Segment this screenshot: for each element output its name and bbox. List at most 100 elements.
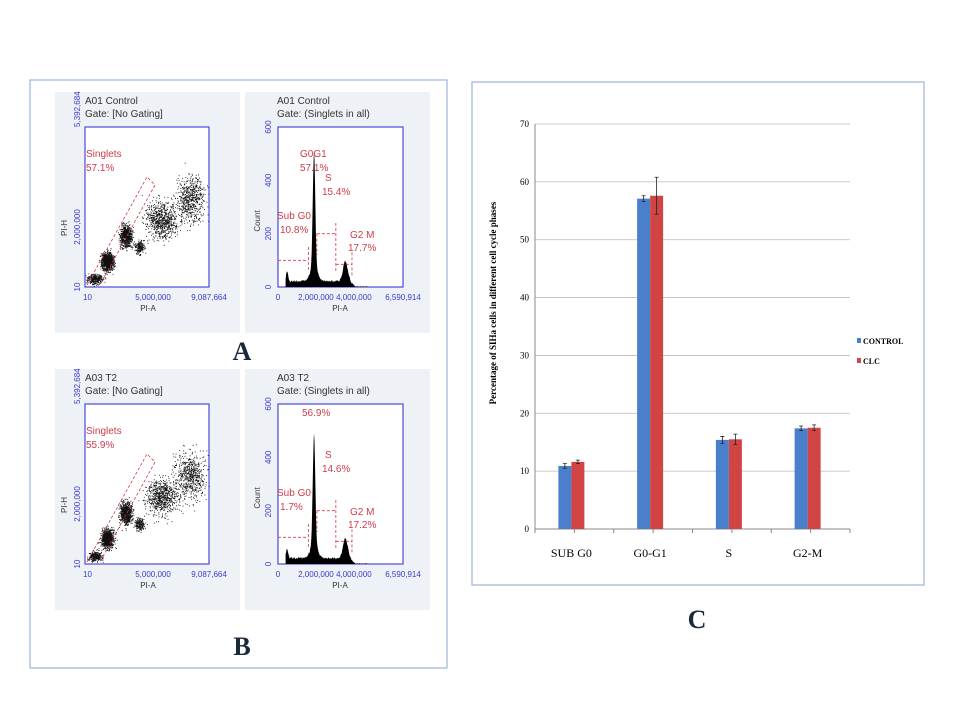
scatter-dot: [184, 198, 185, 199]
scatter-dot: [184, 189, 185, 191]
scatter-dot: [192, 192, 194, 194]
scatter-dot: [165, 212, 167, 213]
scatter-dot: [126, 237, 128, 239]
scatter-dot: [113, 263, 115, 265]
scatter-dot: [196, 195, 197, 197]
scatter-dot: [106, 540, 108, 542]
scatter-dot: [159, 214, 160, 216]
scatter-dot: [181, 201, 183, 203]
scatter-dot: [159, 234, 160, 236]
scatter-dot: [100, 535, 102, 537]
scatter-dot: [187, 217, 189, 219]
scatter-dot: [194, 181, 196, 183]
scatter-dot: [168, 214, 170, 216]
scatter-dot: [107, 533, 109, 535]
scatter-dot: [192, 199, 193, 201]
scatter-dot: [183, 186, 185, 188]
scatter-dot: [143, 222, 144, 224]
scatter-dot: [97, 556, 99, 557]
scatter-dot: [131, 246, 133, 248]
scatter-dot: [126, 503, 128, 504]
scatter-dot: [141, 245, 143, 247]
scatter-y-axis-label: PI-H: [60, 220, 69, 236]
scatter-x-tick: 9,087,664: [191, 293, 227, 302]
scatter-dot: [142, 244, 143, 246]
scatter-dot: [90, 281, 91, 283]
scatter-dot: [110, 534, 111, 536]
scatter-dot: [162, 217, 164, 219]
scatter-dot: [165, 233, 166, 235]
scatter-dot: [187, 201, 189, 203]
scatter-dot: [121, 507, 123, 509]
scatter-dot: [177, 213, 179, 215]
scatter-dot: [161, 213, 163, 215]
scatter-dot: [186, 195, 188, 196]
scatter-dot: [184, 204, 186, 206]
scatter-dot: [108, 531, 110, 532]
scatter-dot: [131, 248, 133, 250]
scatter-x-tick: 10: [83, 293, 92, 302]
scatter-dot: [175, 211, 177, 213]
scatter-dot: [141, 250, 143, 252]
scatter-dot: [185, 199, 187, 201]
scatter-dot: [112, 267, 114, 269]
scatter-dot: [180, 199, 182, 201]
scatter-dot: [157, 213, 159, 215]
scatter-dot: [87, 280, 88, 282]
scatter-dot: [103, 545, 105, 547]
scatter-dot: [193, 221, 195, 223]
scatter-dot: [100, 545, 102, 547]
scatter-dot: [97, 553, 99, 555]
scatter-dot: [158, 240, 160, 242]
scatter-dot: [140, 247, 142, 249]
scatter-dot: [91, 278, 92, 280]
scatter-dot: [119, 233, 120, 235]
scatter-dot: [136, 253, 137, 255]
scatter-dot: [102, 549, 104, 550]
scatter-dot: [107, 261, 108, 263]
scatter-dot: [139, 250, 141, 252]
scatter-dot: [156, 221, 158, 223]
scatter-dot: [103, 264, 104, 266]
scatter-dot: [94, 277, 96, 279]
scatter-dot: [123, 222, 125, 223]
scatter-dot: [185, 190, 187, 192]
scatter-dot: [108, 536, 110, 537]
scatter-dot: [137, 250, 139, 251]
scatter-dot: [104, 545, 106, 546]
scatter-dot: [156, 226, 158, 228]
scatter-dot: [127, 235, 129, 237]
scatter-dot: [167, 222, 169, 224]
scatter-dot: [107, 548, 109, 550]
scatter-dot: [122, 228, 124, 230]
scatter-dot: [159, 216, 161, 218]
scatter-dot: [155, 215, 157, 217]
scatter-dot: [90, 278, 92, 280]
scatter-dot: [153, 213, 155, 214]
scatter-dot: [151, 209, 152, 211]
scatter-dot: [160, 222, 162, 224]
scatter-dot: [102, 263, 103, 265]
scatter-dot: [107, 262, 109, 264]
scatter-dot: [110, 535, 112, 537]
scatter-dot: [102, 253, 104, 254]
scatter-dot: [88, 273, 90, 275]
scatter-dot: [163, 220, 165, 221]
scatter-dot: [180, 200, 182, 202]
scatter-dot: [182, 192, 184, 194]
scatter-dot: [97, 275, 98, 277]
scatter-dot: [196, 198, 198, 199]
scatter-dot: [95, 557, 97, 559]
scatter-dot: [125, 516, 126, 518]
scatter-dot: [194, 194, 195, 196]
scatter-dot: [177, 188, 179, 190]
scatter-dot: [155, 235, 157, 237]
scatter-dot: [101, 539, 103, 541]
scatter-dot: [183, 208, 185, 209]
scatter-dot: [98, 284, 100, 285]
scatter-dot: [93, 551, 95, 553]
scatter-dot: [128, 243, 130, 245]
scatter-dot: [108, 252, 110, 254]
scatter-dot: [185, 191, 187, 192]
scatter-dot: [91, 280, 93, 282]
